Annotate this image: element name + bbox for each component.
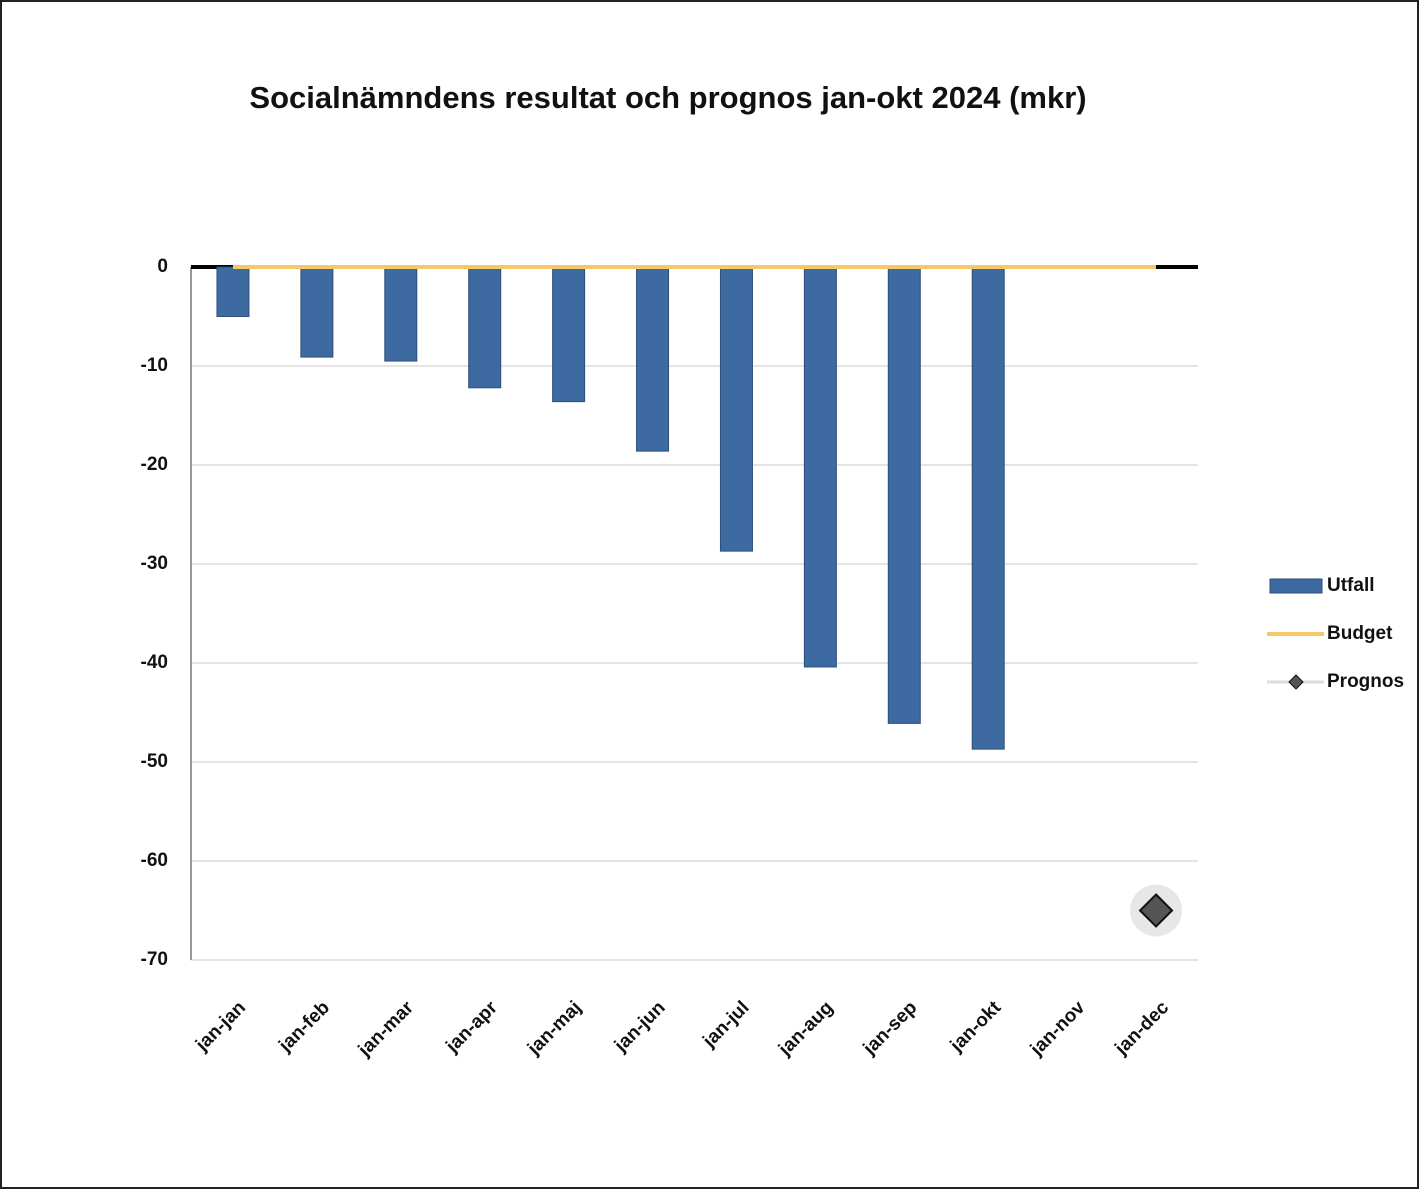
y-tick-label: -10 [141, 355, 168, 376]
y-tick-label: -50 [141, 751, 168, 772]
legend-marker [1288, 674, 1304, 690]
bar [300, 266, 334, 358]
bar [719, 266, 753, 552]
bar [887, 266, 921, 724]
bar [552, 266, 586, 403]
bar [636, 266, 670, 452]
legend-label: Budget [1327, 623, 1393, 644]
y-tick-label: -30 [141, 553, 168, 574]
chart-title: Socialnämndens resultat och prognos jan-… [249, 80, 1086, 115]
y-tick-label: -20 [141, 454, 168, 475]
y-tick-label: -40 [141, 652, 168, 673]
legend-label: Utfall [1327, 575, 1375, 596]
legend-label: Prognos [1327, 671, 1404, 692]
bar [468, 266, 502, 389]
bar [384, 266, 418, 362]
y-tick-label: -70 [141, 949, 168, 970]
bar [971, 266, 1005, 750]
bar [216, 266, 250, 317]
bar [803, 266, 837, 668]
prognos-marker [1138, 893, 1174, 928]
y-tick-label: -60 [141, 850, 168, 871]
y-tick-label: 0 [157, 256, 168, 277]
legend-key [1269, 578, 1323, 594]
